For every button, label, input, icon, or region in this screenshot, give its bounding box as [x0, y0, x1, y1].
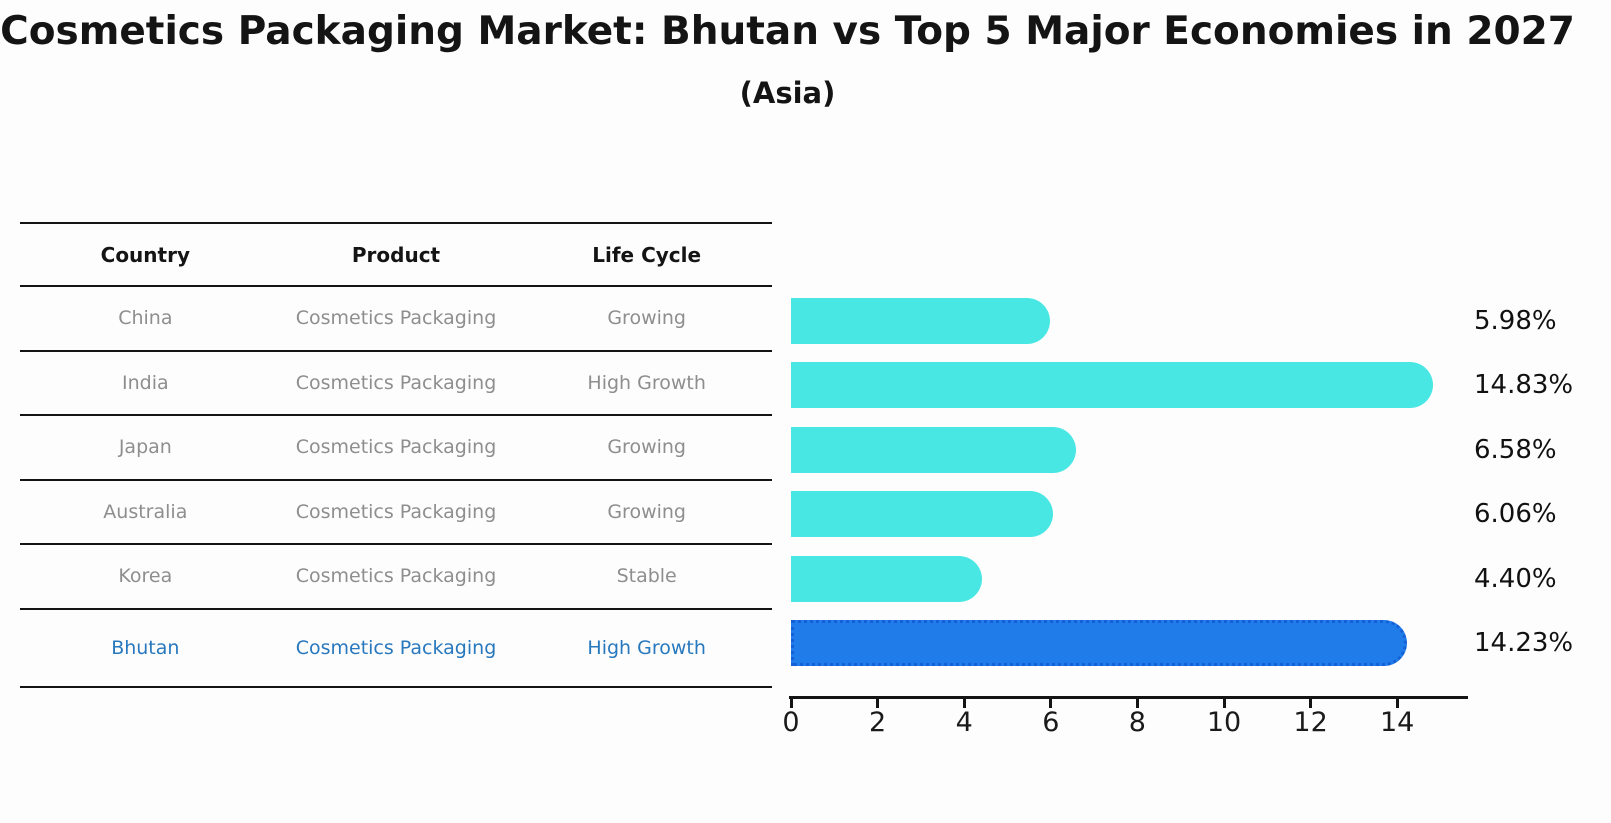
table-row-bhutan: Bhutan Cosmetics Packaging High Growth — [20, 610, 772, 688]
table-row-china: China Cosmetics Packaging Growing — [20, 287, 772, 352]
x-tick-label: 12 — [1293, 707, 1328, 738]
lifecycle-cell: High Growth — [587, 371, 706, 394]
lifecycle-cell: Growing — [607, 500, 686, 523]
x-tick — [1222, 699, 1226, 708]
value-label-japan: 6.58% — [1474, 434, 1557, 465]
bar-india — [791, 362, 1434, 408]
value-label-india: 14.83% — [1474, 370, 1574, 400]
x-tick — [962, 699, 966, 708]
x-tick — [789, 699, 793, 708]
table-header-row: Country Product Life Cycle — [20, 224, 772, 287]
table-row-india: India Cosmetics Packaging High Growth — [20, 352, 772, 416]
value-label-china: 5.98% — [1474, 305, 1557, 336]
lifecycle-cell: Growing — [607, 436, 686, 459]
x-axis-line — [789, 696, 1468, 699]
x-tick — [876, 699, 880, 708]
lifecycle-cell: Stable — [616, 565, 677, 588]
country-cell: Australia — [103, 500, 188, 523]
product-cell: Cosmetics Packaging — [295, 371, 497, 394]
chart-subtitle: (Asia) — [739, 76, 836, 110]
bar-japan — [791, 426, 1076, 473]
country-cell: Japan — [118, 436, 172, 459]
x-tick — [1309, 699, 1313, 708]
x-tick-label: 4 — [955, 707, 973, 738]
product-cell: Cosmetics Packaging — [295, 307, 497, 330]
bar-china — [791, 297, 1050, 344]
bar-bhutan — [791, 620, 1408, 666]
country-cell: Bhutan — [111, 636, 180, 659]
x-tick-label: 8 — [1128, 707, 1146, 738]
x-tick-label: 0 — [782, 707, 800, 738]
chart-title: Cosmetics Packaging Market: Bhutan vs To… — [0, 9, 1575, 54]
table-row-korea: Korea Cosmetics Packaging Stable — [20, 545, 772, 610]
table-rows: China Cosmetics Packaging Growing India Cosm… — [20, 287, 772, 688]
header-country: Country — [100, 242, 190, 267]
x-tick-label: 6 — [1042, 707, 1060, 738]
lifecycle-cell: High Growth — [587, 636, 706, 659]
country-cell: China — [118, 307, 173, 330]
value-label-korea: 4.40% — [1474, 563, 1557, 594]
country-table: Country Product Life Cycle China Cosmetic… — [20, 222, 772, 688]
table-row-australia: Australia Cosmetics Packaging Growing — [20, 481, 772, 545]
header-life-cycle: Life Cycle — [592, 242, 702, 267]
value-label-bhutan: 14.23% — [1474, 628, 1574, 658]
x-tick-label: 2 — [869, 707, 887, 738]
bar-australia — [791, 491, 1054, 537]
x-tick — [1049, 699, 1053, 708]
header-product: Product — [351, 242, 441, 267]
country-cell: Korea — [118, 565, 173, 588]
product-cell: Cosmetics Packaging — [295, 500, 497, 523]
product-cell: Cosmetics Packaging — [295, 436, 497, 459]
value-label-australia: 6.06% — [1474, 499, 1557, 529]
x-tick — [1135, 699, 1139, 708]
country-cell: India — [122, 371, 169, 394]
x-tick-label: 10 — [1206, 707, 1242, 738]
bar-korea — [791, 555, 982, 602]
product-cell: Cosmetics Packaging — [295, 565, 497, 588]
product-cell: Cosmetics Packaging — [295, 636, 497, 659]
x-tick — [1395, 699, 1399, 708]
x-tick-label: 14 — [1380, 707, 1415, 738]
table-row-japan: Japan Cosmetics Packaging Growing — [20, 416, 772, 481]
lifecycle-cell: Growing — [607, 307, 686, 330]
